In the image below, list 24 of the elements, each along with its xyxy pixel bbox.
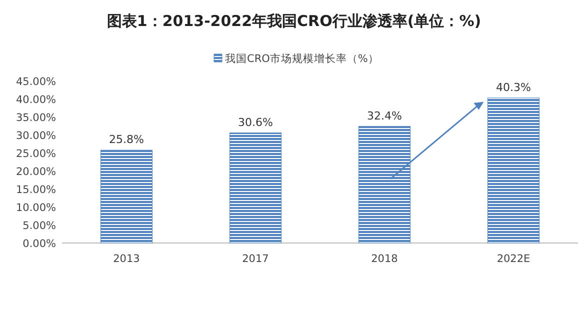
- y-tick-label: 25.00%: [16, 148, 56, 160]
- y-tick-label: 5.00%: [22, 220, 56, 232]
- bar: [100, 150, 153, 244]
- bar: [358, 126, 411, 244]
- x-tick-label: 2022E: [496, 253, 530, 265]
- x-tick-label: 2017: [242, 253, 269, 265]
- chart-title: 图表1：2013-2022年我国CRO行业渗透率(单位：%): [106, 12, 482, 30]
- y-tick-label: 45.00%: [16, 76, 56, 88]
- bar: [487, 98, 540, 244]
- bar: [229, 132, 282, 244]
- y-tick-label: 40.00%: [16, 94, 56, 106]
- x-tick-label: 2018: [371, 253, 398, 265]
- y-tick-label: 35.00%: [16, 112, 56, 124]
- text: 25.8%: [109, 133, 144, 146]
- y-tick-label: 10.00%: [16, 202, 56, 214]
- y-tick-label: 0.00%: [22, 238, 56, 250]
- text: 30.6%: [238, 116, 273, 129]
- y-tick-label: 20.00%: [16, 166, 56, 178]
- text: 32.4%: [367, 109, 402, 122]
- text: 40.3%: [496, 80, 531, 94]
- y-tick-label: 15.00%: [16, 184, 56, 196]
- y-tick-label: 30.00%: [16, 130, 56, 142]
- legend-label: 我国CRO市场规模增长率（%）: [225, 52, 379, 65]
- x-tick-label: 2013: [113, 253, 140, 265]
